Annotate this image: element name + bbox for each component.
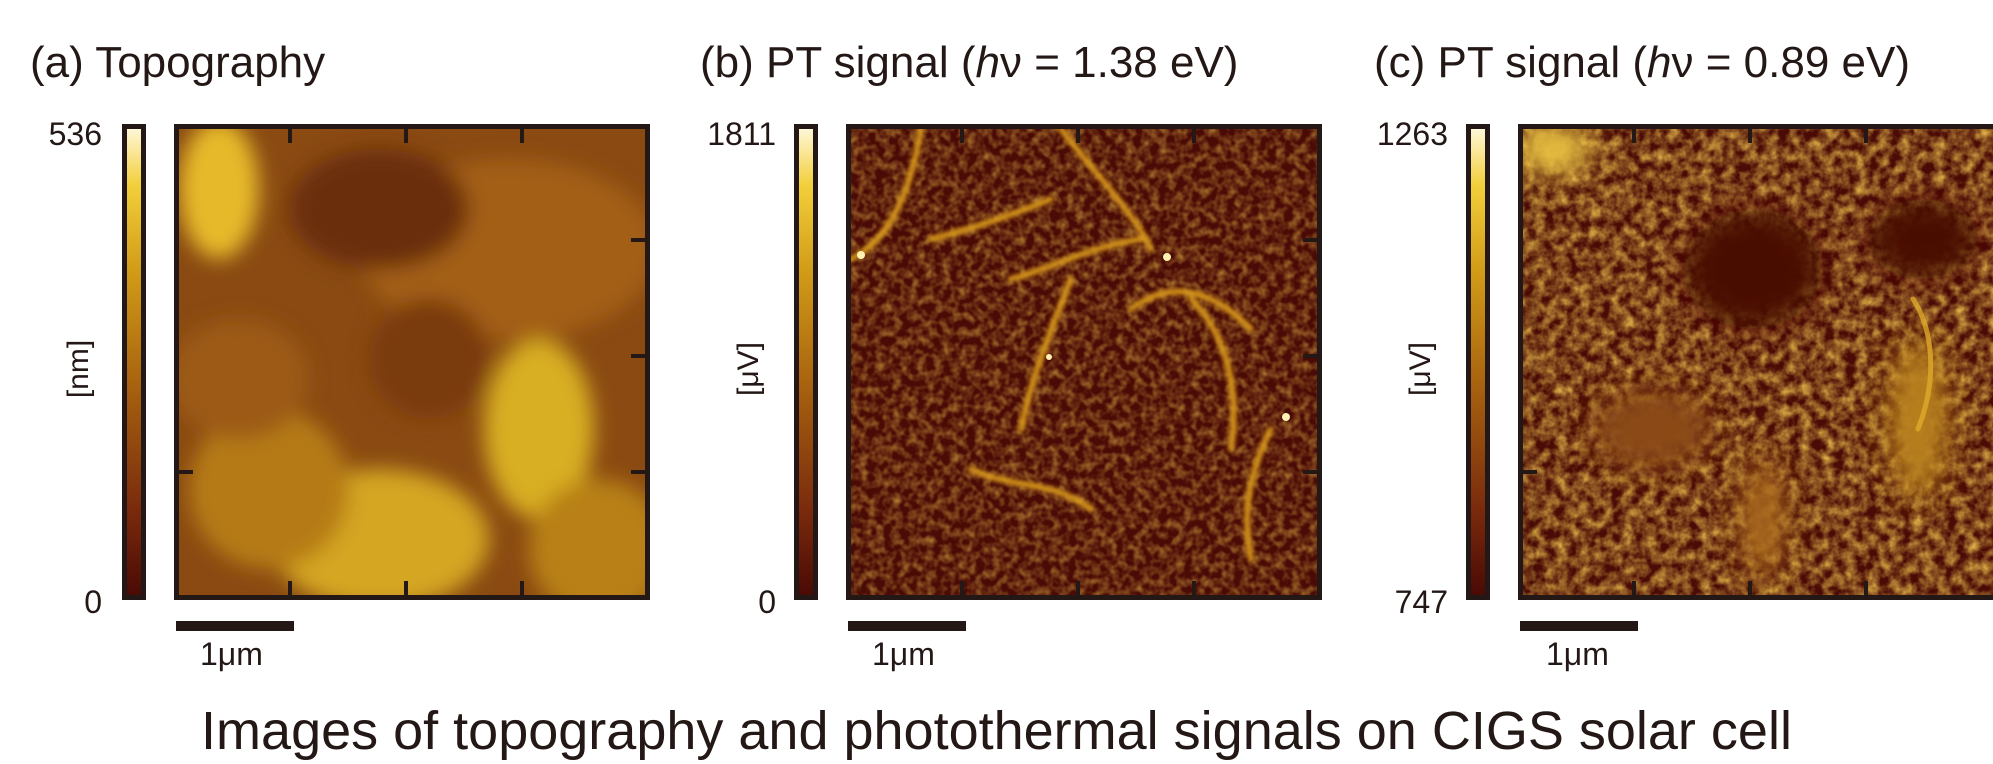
pt-signal-map-1-38ev xyxy=(846,124,1322,600)
map-c-ticks xyxy=(1523,129,1868,595)
colorbar-c-min: 747 xyxy=(1394,584,1448,620)
colorbar-b-min: 0 xyxy=(758,584,776,620)
colorbar-a-max: 536 xyxy=(48,116,102,152)
colorbar-c-unit: [μV] xyxy=(1403,342,1437,396)
colorbar-a xyxy=(122,124,146,600)
scale-label-c: 1μm xyxy=(1546,636,1609,672)
panel-a-title: (a) Topography xyxy=(30,38,326,87)
scale-bar-a xyxy=(176,621,294,631)
colorbar-a-unit: [nm] xyxy=(62,339,96,399)
panel-c-title: (c) PT signal (hν = 0.89 eV) xyxy=(1374,38,1910,87)
colorbar-c-max: 1263 xyxy=(1376,116,1448,152)
colorbar-b-unit: [μV] xyxy=(731,342,765,396)
figure-caption: Images of topography and photothermal si… xyxy=(201,701,1792,761)
colorbar-b-max: 1811 xyxy=(707,116,776,152)
colorbar-c xyxy=(1466,124,1490,600)
colorbar-b xyxy=(794,124,818,600)
map-a-ticks xyxy=(179,129,645,595)
pt-signal-map-0-89ev xyxy=(1518,124,1993,600)
colorbar-a-min: 0 xyxy=(84,584,102,620)
scale-label-b: 1μm xyxy=(872,636,935,672)
map-c-image xyxy=(1523,129,1993,595)
topography-map xyxy=(174,124,650,600)
panel-b-title: (b) PT signal (hν = 1.38 eV) xyxy=(700,38,1239,87)
scale-bar-b xyxy=(848,621,966,631)
scale-label-a: 1μm xyxy=(200,636,263,672)
map-b-image xyxy=(851,129,1317,595)
map-b-ticks xyxy=(960,129,1317,595)
scale-bar-c xyxy=(1520,621,1638,631)
